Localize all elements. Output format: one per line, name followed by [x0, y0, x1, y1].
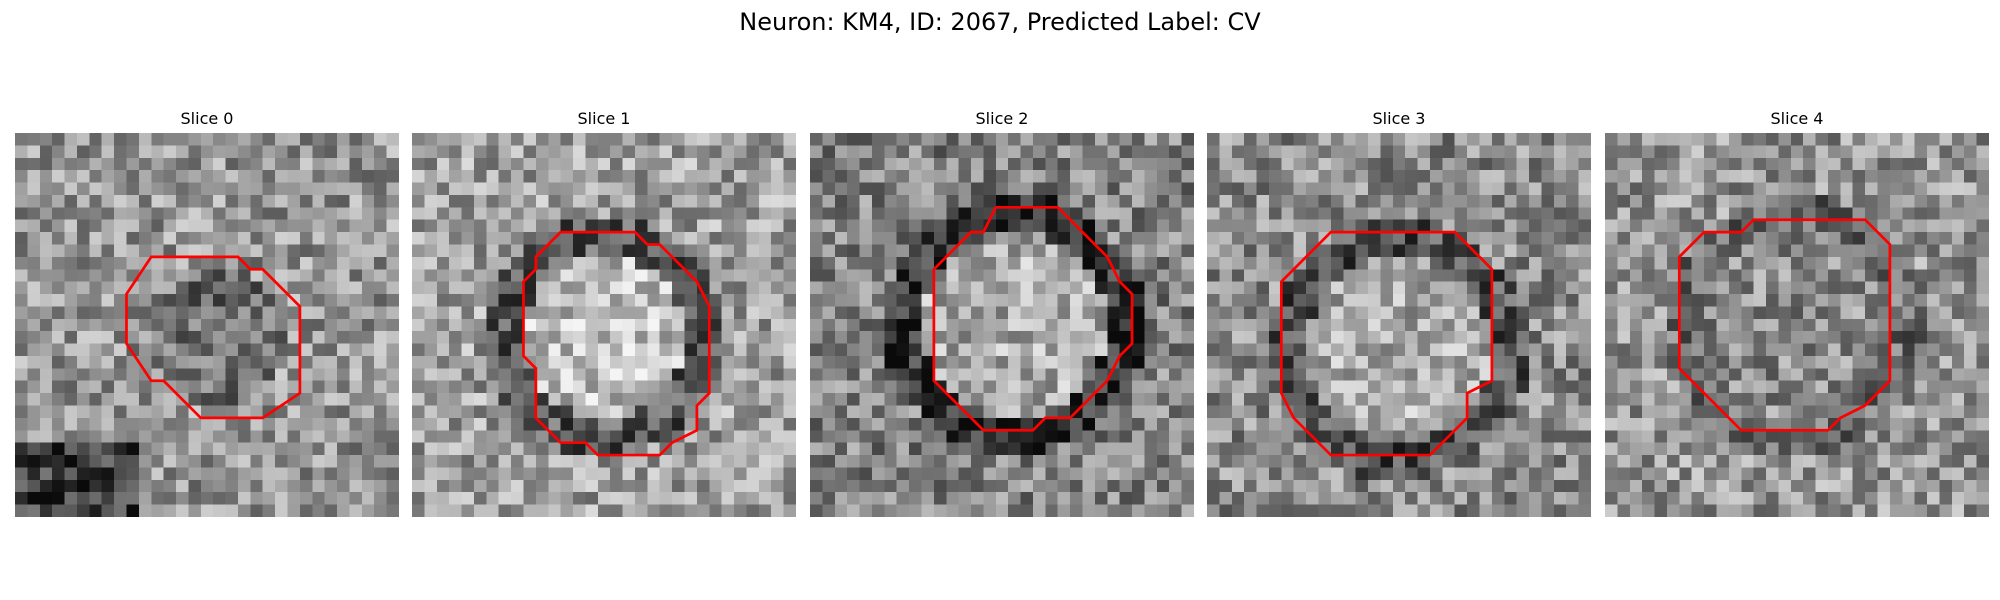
roi-contour [1677, 218, 1892, 432]
slice-title: Slice 1 [577, 109, 631, 128]
slice-image [1207, 133, 1591, 517]
slice-title: Slice 3 [1372, 109, 1426, 128]
roi-contour [125, 255, 302, 420]
roi-contour [522, 230, 711, 457]
figure-title: Neuron: KM4, ID: 2067, Predicted Label: … [739, 8, 1261, 36]
slice-title: Slice 2 [975, 109, 1029, 128]
slice-panel-0: Slice 0 [15, 108, 399, 517]
slice-image [810, 133, 1194, 517]
grayscale-image [15, 133, 399, 517]
roi-contour [1279, 230, 1494, 457]
slice-image [15, 133, 399, 517]
grayscale-image [1605, 133, 1989, 517]
grayscale-image [412, 133, 796, 517]
roi-contour [932, 205, 1134, 432]
slice-title: Slice 0 [180, 109, 234, 128]
slice-panel-2: Slice 2 [810, 108, 1194, 517]
slice-image [1605, 133, 1989, 517]
slice-panel-1: Slice 1 [412, 108, 796, 517]
slice-panel-4: Slice 4 [1605, 108, 1989, 517]
grayscale-image [1207, 133, 1591, 517]
slice-panel-3: Slice 3 [1207, 108, 1591, 517]
slice-image [412, 133, 796, 517]
slice-title: Slice 4 [1770, 109, 1824, 128]
grayscale-image [810, 133, 1194, 517]
